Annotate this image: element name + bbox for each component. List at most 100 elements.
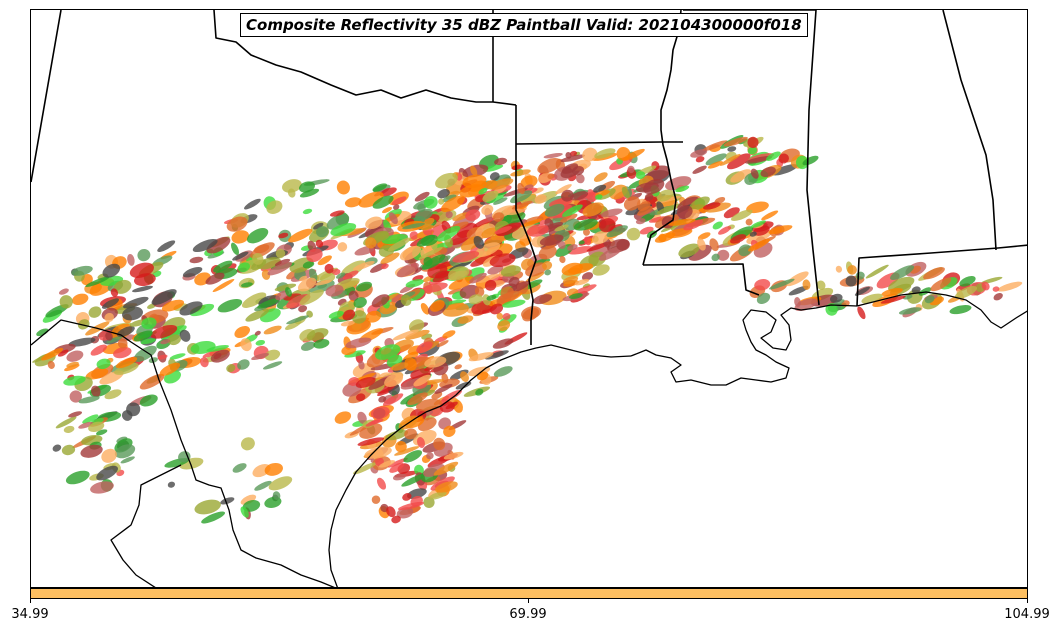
colorbar — [30, 588, 1028, 599]
reflectivity-blob — [192, 238, 218, 253]
reflectivity-blob — [275, 290, 289, 301]
reflectivity-blob — [380, 252, 400, 264]
reflectivity-blob — [353, 297, 367, 308]
reflectivity-blob — [68, 337, 96, 347]
reflectivity-blob — [315, 279, 332, 286]
reflectivity-blob — [385, 429, 409, 441]
reflectivity-blob — [559, 255, 566, 264]
reflectivity-blob — [547, 173, 555, 180]
reflectivity-blob — [167, 481, 176, 488]
reflectivity-blob — [595, 194, 603, 200]
reflectivity-blob — [252, 253, 264, 265]
reflectivity-blob — [997, 281, 1023, 292]
reflectivity-blob — [452, 250, 480, 263]
reflectivity-blob — [365, 216, 383, 230]
reflectivity-blob — [470, 254, 494, 267]
reflectivity-blob — [489, 172, 500, 181]
reflectivity-blob — [462, 174, 487, 189]
reflectivity-blob — [408, 319, 425, 333]
reflectivity-blob — [454, 364, 462, 370]
reflectivity-blob — [598, 218, 616, 233]
reflectivity-blob — [68, 411, 83, 418]
reflectivity-blob — [717, 249, 730, 261]
reflectivity-blob — [665, 228, 693, 239]
reflectivity-blob — [394, 446, 420, 456]
reflectivity-blob — [241, 292, 267, 308]
reflectivity-blob — [348, 290, 359, 302]
reflectivity-blob — [96, 358, 111, 370]
reflectivity-blob — [405, 279, 424, 288]
reflectivity-blob — [374, 232, 390, 242]
reflectivity-blob — [727, 153, 751, 170]
colorbar-tick-label-max: 104.99 — [1004, 607, 1050, 622]
reflectivity-blob — [572, 165, 585, 176]
reflectivity-blob — [578, 240, 585, 245]
reflectivity-blob — [520, 175, 538, 189]
reflectivity-blob — [692, 165, 707, 174]
reflectivity-blob — [500, 265, 522, 277]
reflectivity-blob — [542, 261, 553, 270]
reflectivity-blob — [105, 331, 113, 341]
reflectivity-blob — [69, 390, 82, 403]
reflectivity-blob — [72, 293, 89, 306]
reflectivity-blob — [90, 385, 101, 398]
reflectivity-blob — [582, 228, 591, 236]
reflectivity-blob — [387, 237, 412, 252]
reflectivity-blob — [240, 506, 249, 518]
reflectivity-blob — [475, 273, 501, 284]
coast-rio-grande — [31, 319, 335, 587]
reflectivity-blob — [525, 262, 547, 277]
reflectivity-blob — [47, 360, 55, 369]
reflectivity-blob — [392, 473, 407, 481]
reflectivity-blob — [688, 244, 712, 261]
reflectivity-blob — [555, 184, 572, 195]
reflectivity-blob — [492, 338, 514, 349]
reflectivity-blob — [358, 360, 365, 370]
reflectivity-blob — [206, 236, 231, 254]
reflectivity-blob — [334, 411, 352, 424]
reflectivity-blob — [210, 349, 230, 363]
reflectivity-blob — [345, 337, 372, 349]
reflectivity-blob — [104, 389, 122, 400]
reflectivity-blob — [182, 267, 203, 278]
reflectivity-blob — [502, 313, 511, 320]
reflectivity-blob — [433, 461, 459, 476]
reflectivity-blob — [702, 140, 728, 152]
reflectivity-blob — [232, 251, 249, 261]
reflectivity-blob — [623, 196, 641, 211]
reflectivity-blob — [489, 253, 516, 268]
reflectivity-blob — [795, 155, 809, 170]
reflectivity-blob — [167, 334, 181, 346]
reflectivity-blob — [395, 440, 407, 453]
reflectivity-blob — [275, 248, 286, 259]
reflectivity-blob — [705, 153, 727, 166]
reflectivity-blob — [493, 197, 508, 205]
reflectivity-blob — [384, 373, 404, 387]
reflectivity-blob — [157, 240, 176, 253]
reflectivity-blob — [59, 295, 73, 309]
reflectivity-blob — [344, 350, 366, 358]
reflectivity-blob — [635, 171, 646, 180]
reflectivity-blob — [127, 253, 135, 266]
reflectivity-blob — [264, 462, 283, 476]
reflectivity-blob — [881, 288, 903, 297]
reflectivity-blob — [63, 425, 75, 433]
reflectivity-blob — [357, 411, 367, 424]
reflectivity-blob — [711, 253, 720, 262]
map-panel — [30, 9, 1028, 588]
reflectivity-blob — [416, 234, 436, 247]
reflectivity-blob — [379, 187, 397, 197]
reflectivity-blob — [416, 341, 433, 354]
reflectivity-blob — [217, 298, 243, 313]
reflectivity-blob — [77, 319, 90, 330]
reflectivity-blob — [616, 239, 630, 251]
reflectivity-blob — [151, 289, 177, 305]
reflectivity-blob — [90, 481, 114, 494]
reflectivity-blob — [678, 243, 700, 258]
reflectivity-blob — [157, 354, 168, 360]
reflectivity-blob — [101, 448, 117, 463]
reflectivity-blob — [313, 338, 330, 349]
reflectivity-blob — [493, 366, 513, 377]
reflectivity-blob — [299, 289, 324, 306]
reflectivity-blob — [40, 347, 64, 361]
